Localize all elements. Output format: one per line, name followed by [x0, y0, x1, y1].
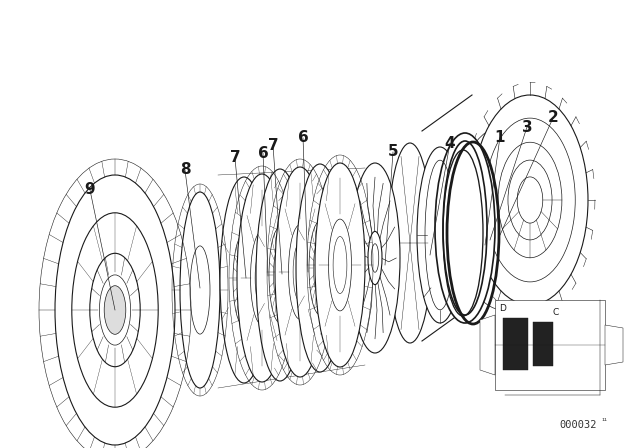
Ellipse shape: [55, 175, 175, 445]
Bar: [495, 300, 605, 390]
Text: 2: 2: [548, 111, 558, 125]
Text: 7: 7: [230, 151, 240, 165]
Ellipse shape: [269, 227, 291, 323]
Text: 4: 4: [445, 135, 455, 151]
Text: 000032: 000032: [559, 420, 597, 430]
Text: 9: 9: [84, 182, 95, 198]
Text: 3: 3: [522, 120, 532, 134]
Ellipse shape: [315, 163, 365, 367]
Ellipse shape: [328, 219, 351, 311]
Ellipse shape: [90, 253, 140, 367]
Bar: [503, 318, 528, 370]
Text: 5: 5: [388, 145, 398, 159]
Ellipse shape: [388, 143, 432, 343]
Ellipse shape: [309, 221, 331, 315]
Ellipse shape: [180, 192, 220, 388]
Text: C: C: [552, 308, 559, 317]
Text: 6: 6: [258, 146, 268, 160]
Text: 1: 1: [495, 129, 505, 145]
Ellipse shape: [220, 177, 268, 383]
Ellipse shape: [435, 133, 495, 323]
Ellipse shape: [250, 231, 273, 325]
Ellipse shape: [233, 234, 255, 326]
Ellipse shape: [289, 225, 312, 319]
Text: D: D: [499, 304, 506, 313]
Ellipse shape: [237, 174, 287, 382]
Ellipse shape: [256, 169, 304, 381]
Text: 8: 8: [180, 163, 190, 177]
Ellipse shape: [443, 141, 487, 315]
Polygon shape: [605, 325, 623, 365]
Ellipse shape: [417, 147, 463, 323]
Text: 7: 7: [268, 138, 278, 152]
Bar: [533, 322, 553, 366]
Text: 6: 6: [298, 130, 308, 146]
Polygon shape: [480, 315, 495, 375]
Ellipse shape: [350, 163, 400, 353]
Ellipse shape: [454, 125, 556, 310]
Ellipse shape: [296, 164, 344, 372]
Ellipse shape: [472, 95, 588, 305]
Ellipse shape: [368, 232, 382, 284]
Text: ¹¹: ¹¹: [601, 417, 607, 426]
Ellipse shape: [275, 167, 325, 377]
Ellipse shape: [104, 286, 126, 334]
